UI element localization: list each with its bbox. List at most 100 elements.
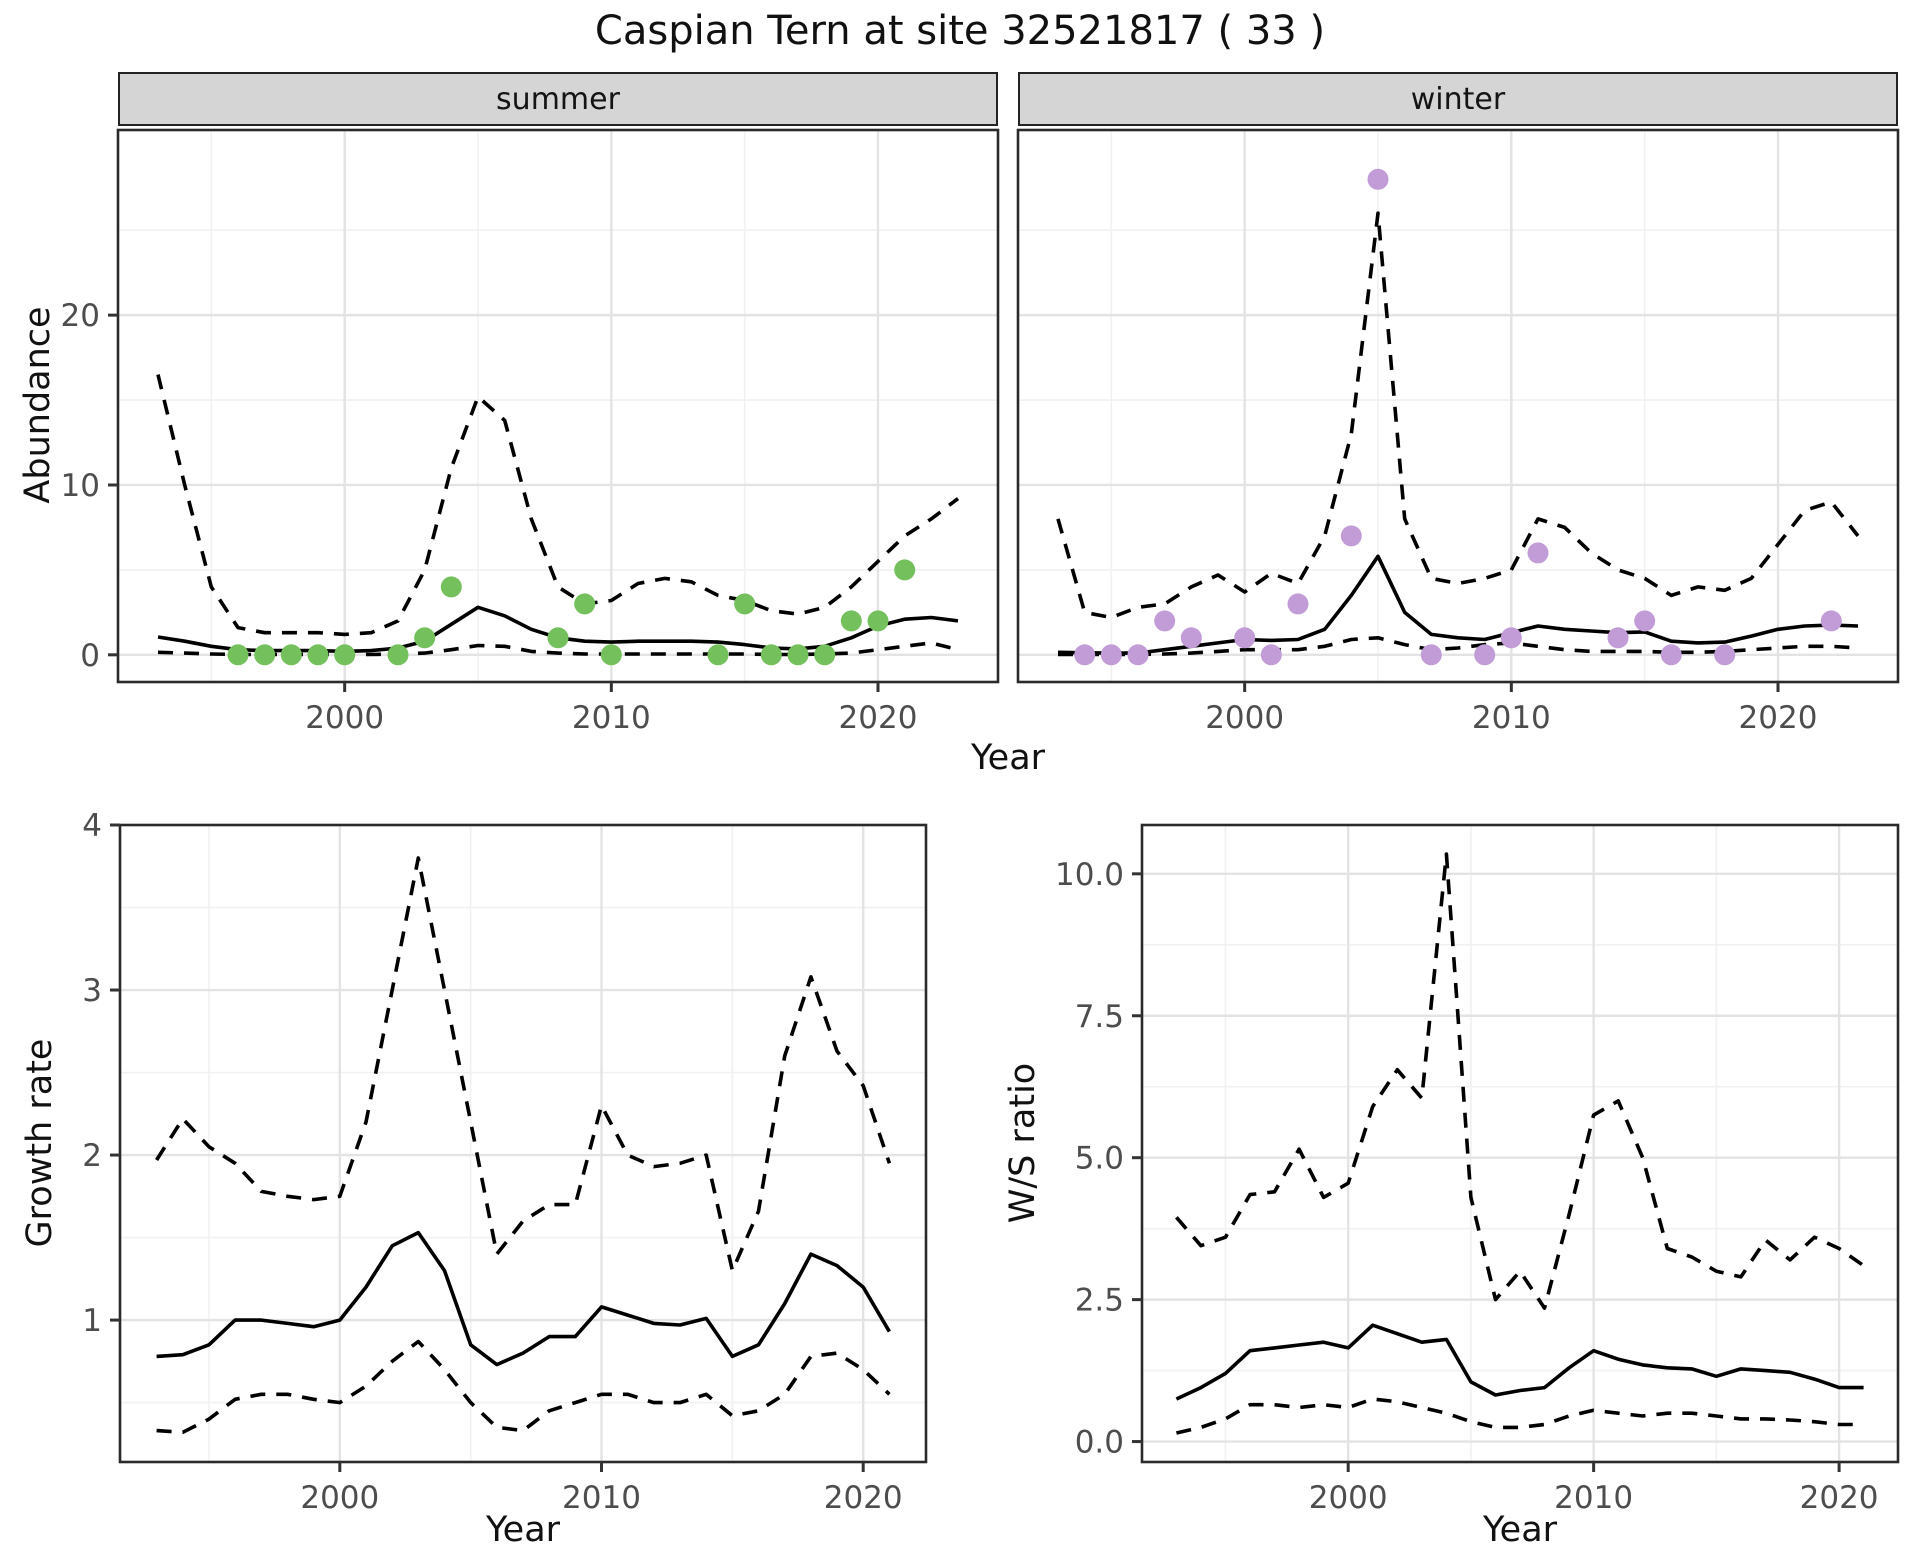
data-point: [307, 644, 329, 666]
data-point: [707, 644, 729, 666]
x-axis-ws_ratio: 2000 2010 2020: [1309, 1462, 1879, 1516]
data-point: [1714, 644, 1736, 666]
facet-strip-summer: summer: [118, 72, 998, 126]
x-tick-label: 2020: [839, 700, 918, 736]
series-mean: [156, 1230, 891, 1367]
y-tick-label: 10: [61, 468, 100, 504]
abundance-axis-title: Abundance: [18, 306, 58, 504]
y-tick-label: 2.5: [1075, 1283, 1124, 1319]
data-point: [867, 610, 889, 632]
data-point: [1500, 627, 1522, 649]
data-point: [760, 644, 782, 666]
top-year-axis-title: Year: [970, 738, 1046, 778]
page-title: Caspian Tern at site 32521817 ( 33 ): [594, 8, 1326, 54]
y-tick-label: 0.0: [1075, 1425, 1124, 1461]
y-axis-growth: 1 2 3 4: [82, 808, 120, 1339]
data-point: [414, 627, 436, 649]
data-point: [227, 644, 249, 666]
data-point: [1154, 610, 1176, 632]
series-upper_ci: [155, 856, 892, 1273]
data-point: [440, 576, 462, 598]
data-point: [1340, 525, 1362, 547]
series-mean: [1175, 1323, 1864, 1401]
panel-background: [118, 130, 998, 682]
data-point: [1634, 610, 1656, 632]
x-tick-label: 2010: [562, 1480, 641, 1516]
data-point: [1527, 542, 1549, 564]
ws-year-axis-title: Year: [1482, 1510, 1558, 1550]
panel-border: [1140, 823, 1900, 1464]
gridlines-major: [1142, 825, 1898, 1462]
series-upper_ci: [156, 374, 960, 637]
data-point: [334, 644, 356, 666]
panel-border: [118, 823, 928, 1464]
gridlines-minor: [120, 825, 926, 1462]
panel-ws_ratio: 2000 2010 2020 0.0 2.5 5.0 7.5 10.0: [1055, 823, 1900, 1516]
panel-background: [1018, 130, 1898, 682]
data-point: [254, 644, 276, 666]
series-upper_ci: [1056, 211, 1860, 620]
ws-ratio-axis-title: W/S ratio: [1003, 1062, 1043, 1224]
data-point: [787, 644, 809, 666]
data-point: [840, 610, 862, 632]
x-tick-label: 2000: [1205, 700, 1284, 736]
growth-rate-axis-title: Growth rate: [20, 1038, 60, 1248]
gridlines-minor: [1018, 130, 1898, 682]
data-point: [1100, 644, 1122, 666]
panel-winter: 2000 2010 2020: [1016, 128, 1900, 736]
data-point: [280, 644, 302, 666]
data-point: [1260, 644, 1282, 666]
panel-background: [120, 825, 926, 1462]
y-tick-label: 3: [82, 973, 102, 1009]
data-point: [894, 559, 916, 581]
data-point: [1660, 644, 1682, 666]
y-tick-label: 4: [82, 808, 102, 844]
data-point: [600, 644, 622, 666]
y-tick-label: 5.0: [1075, 1141, 1124, 1177]
data-point: [1474, 644, 1496, 666]
x-axis-growth: 2000 2010 2020: [300, 1462, 903, 1516]
x-tick-label: 2000: [305, 700, 384, 736]
data-point: [1420, 644, 1442, 666]
data-point: [734, 593, 756, 615]
x-tick-label: 2020: [1800, 1480, 1879, 1516]
series-lower_ci: [156, 1339, 891, 1435]
panel-border: [1016, 128, 1900, 684]
data-point: [574, 593, 596, 615]
facet-strip-winter-label: winter: [1410, 81, 1506, 117]
x-tick-label: 2010: [1554, 1480, 1633, 1516]
x-tick-label: 2000: [300, 1480, 379, 1516]
data-point: [547, 627, 569, 649]
y-tick-label: 7.5: [1075, 999, 1124, 1035]
data-point: [1367, 168, 1389, 190]
y-tick-label: 1: [82, 1303, 102, 1339]
x-axis-winter: 2000 2010 2020: [1205, 682, 1817, 736]
y-axis-summer: 0 10 20: [61, 298, 118, 674]
panel-background: [1142, 825, 1898, 1462]
panel-border: [116, 128, 1000, 684]
facet-strip-summer-label: summer: [496, 81, 620, 117]
gridlines-minor: [118, 130, 998, 682]
panel-summer: 2000 2010 2020 0 10 20: [61, 128, 1000, 736]
y-tick-label: 2: [82, 1138, 102, 1174]
data-point: [1287, 593, 1309, 615]
data-point: [387, 644, 409, 666]
y-tick-label: 10.0: [1055, 857, 1124, 893]
x-tick-label: 2010: [572, 700, 651, 736]
data-point: [1127, 644, 1149, 666]
data-point: [1607, 627, 1629, 649]
data-point: [1074, 644, 1096, 666]
x-tick-label: 2000: [1309, 1480, 1388, 1516]
growth-year-axis-title: Year: [485, 1510, 561, 1550]
y-tick-label: 0: [80, 638, 100, 674]
facet-strip-winter: winter: [1018, 72, 1898, 126]
series-lower_ci: [1058, 635, 1859, 657]
series-upper_ci: [1175, 852, 1865, 1310]
points-observed-counts: [1074, 168, 1842, 666]
x-tick-label: 2010: [1472, 700, 1551, 736]
x-tick-label: 2020: [1739, 700, 1818, 736]
points-observed-counts: [227, 559, 916, 666]
x-axis-summer: 2000 2010 2020: [305, 682, 917, 736]
y-axis-ws_ratio: 0.0 2.5 5.0 7.5 10.0: [1055, 857, 1142, 1461]
